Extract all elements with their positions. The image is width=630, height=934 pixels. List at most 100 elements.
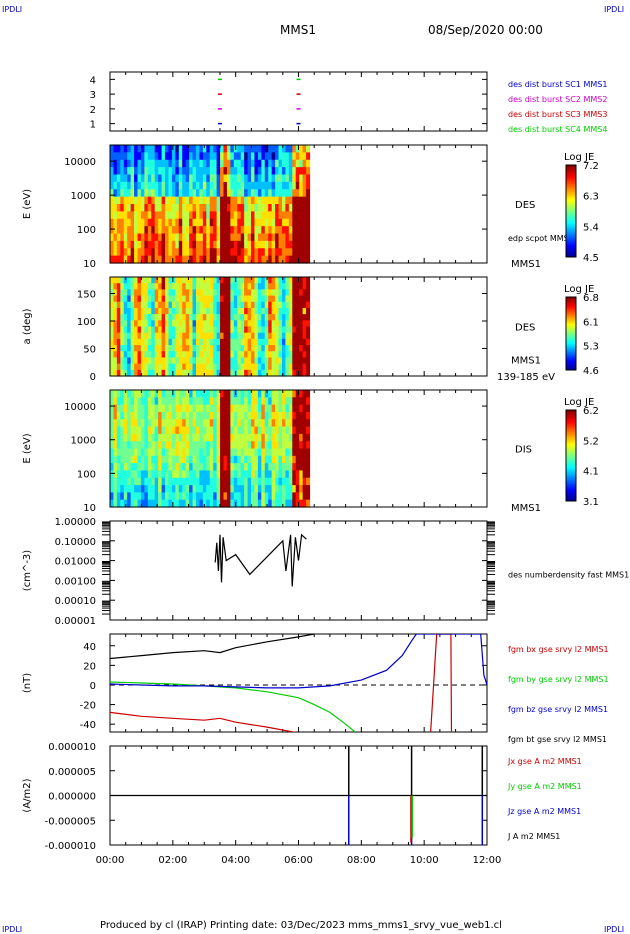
spectrogram-cell	[116, 277, 121, 284]
spectrogram-cell	[230, 363, 235, 371]
spectrogram-cell	[271, 419, 276, 428]
spectrogram-cell	[226, 226, 231, 235]
spacecraft-title: MMS1	[280, 23, 316, 37]
spectrogram-cell	[278, 426, 283, 435]
spectrogram-cell	[261, 295, 266, 303]
spectrogram-cell	[247, 295, 252, 303]
spectrogram-cell	[292, 369, 297, 377]
spectrogram-cell	[178, 218, 183, 227]
spectrogram-cell	[226, 204, 231, 212]
spectrogram-cell	[154, 189, 159, 198]
spectrogram-cell	[261, 233, 266, 242]
spectrogram-cell	[275, 283, 280, 290]
spectrogram-cell	[110, 255, 115, 264]
spectrogram-cell	[295, 499, 300, 508]
spectrogram-cell	[185, 404, 190, 413]
spectrogram-cell	[110, 283, 115, 290]
spectrogram-cell	[230, 189, 235, 198]
spectrogram-cell	[285, 283, 290, 290]
spectrogram-cell	[292, 426, 297, 435]
spectrogram-cell	[137, 455, 142, 464]
spectrogram-cell	[264, 233, 269, 242]
spectrogram-cell	[154, 295, 159, 303]
spectrogram-cell	[247, 240, 252, 249]
spectrogram-cell	[178, 419, 183, 428]
spectrogram-cell	[144, 441, 149, 450]
spectrogram-cell	[209, 174, 214, 183]
spectrogram-cell	[140, 152, 145, 161]
spectrogram-cell	[151, 233, 156, 242]
spectrogram-cell	[171, 295, 176, 303]
spectrogram-cell	[254, 314, 259, 321]
spectrogram-cell	[202, 167, 207, 176]
spectrogram-cell	[140, 369, 145, 377]
spectrogram-cell	[154, 411, 159, 420]
spectrogram-cell	[247, 255, 252, 264]
spectrogram-cell	[233, 485, 238, 493]
spectrogram-cell	[223, 181, 228, 190]
spectrogram-cell	[271, 455, 276, 464]
spectrogram-cell	[178, 441, 183, 450]
spectrogram-cell	[209, 351, 214, 359]
spectrogram-cell	[165, 448, 170, 457]
spectrogram-cell	[302, 167, 307, 176]
spectrogram-cell	[288, 248, 293, 257]
spectrogram-cell	[171, 419, 176, 428]
spectrogram-cell	[168, 196, 173, 205]
spectrogram-cell	[299, 426, 304, 435]
spectrogram-cell	[271, 426, 276, 435]
spectrogram-cell	[257, 455, 262, 464]
spectrogram-cell	[278, 320, 283, 328]
spectrogram-cell	[223, 433, 228, 442]
spectrogram-cell	[171, 441, 176, 450]
spectrogram-cell	[268, 204, 273, 212]
spectrogram-cell	[175, 320, 180, 328]
spectrogram-cell	[216, 404, 221, 413]
spectrogram-cell	[230, 152, 235, 161]
spectrogram-cell	[185, 441, 190, 450]
spectrogram-cell	[161, 411, 166, 420]
spectrogram-cell	[113, 357, 118, 365]
spectrogram-cell	[199, 152, 204, 161]
spectrogram-cell	[281, 345, 287, 352]
spectrogram-cell	[285, 218, 290, 227]
spectrogram-cell	[233, 289, 238, 297]
spectrogram-cell	[244, 357, 249, 365]
spectrogram-cell	[230, 485, 235, 493]
spectrogram-cell	[151, 433, 156, 442]
spectrogram-cell	[261, 196, 266, 205]
spectrogram-cell	[140, 363, 145, 371]
spectrogram-cell	[195, 351, 201, 359]
spectrogram-cell	[140, 404, 145, 413]
spectrogram-cell	[127, 332, 132, 340]
spectrogram-cell	[116, 455, 121, 464]
spectrogram-cell	[278, 145, 283, 153]
plot-frame	[109, 71, 488, 132]
spectrogram-cell	[251, 332, 256, 340]
spacecraft-label: MMS1	[511, 503, 541, 514]
spectrogram-cell	[288, 196, 293, 205]
spectrogram-cell	[288, 145, 293, 153]
spectrogram-cell	[271, 248, 276, 257]
spectrogram-cell	[182, 196, 187, 205]
spectrogram-cell	[292, 159, 297, 168]
spectrogram-cell	[130, 248, 135, 257]
spectrogram-cell	[199, 233, 204, 242]
spectrogram-cell	[137, 390, 142, 398]
spectrogram-cell	[209, 326, 214, 334]
spectrogram-cell	[116, 181, 121, 190]
spectrogram-cell	[151, 397, 156, 406]
spectrogram-cell	[182, 233, 187, 242]
spectrogram-cell	[158, 211, 163, 220]
spectrogram-cell	[185, 211, 190, 220]
spectrogram-cell	[154, 357, 159, 365]
spectrogram-cell	[165, 174, 170, 183]
spectrogram-cell	[151, 283, 156, 290]
spectrogram-cell	[165, 455, 170, 464]
spacecraft-label: 139-185 eV	[497, 372, 555, 383]
spectrogram-cell	[213, 345, 218, 352]
spectrogram-cell	[178, 433, 183, 442]
spectrogram-cell	[275, 433, 280, 442]
spectrogram-cell	[240, 159, 245, 168]
spectrogram-cell	[278, 181, 283, 190]
